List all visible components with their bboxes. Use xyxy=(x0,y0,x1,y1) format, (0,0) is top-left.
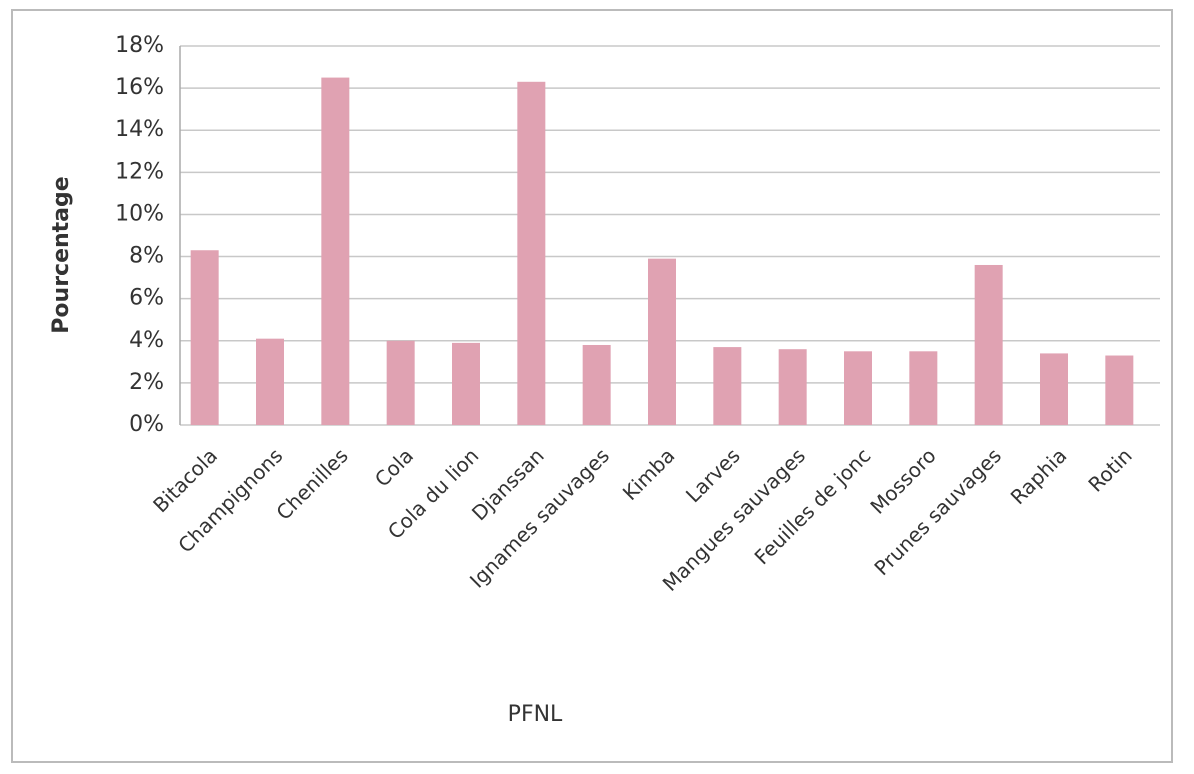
bar xyxy=(452,342,480,425)
y-tick-label: 2% xyxy=(129,370,164,395)
x-tick-label: Kimba xyxy=(618,443,680,505)
bar xyxy=(909,351,938,425)
y-tick-label: 18% xyxy=(115,33,164,58)
x-tick-label: Feuilles de jonc xyxy=(750,443,876,569)
y-tick-label: 16% xyxy=(115,75,164,100)
bar xyxy=(517,81,546,426)
y-tick-label: 0% xyxy=(129,412,164,437)
bar xyxy=(256,338,284,425)
x-tick-label: Prunes sauvages xyxy=(869,443,1006,580)
chart-border xyxy=(11,9,1173,763)
x-tick-label: Chenilles xyxy=(271,443,352,524)
y-tick-label: 14% xyxy=(115,117,164,142)
bar xyxy=(974,264,1003,425)
bar xyxy=(778,349,807,425)
y-axis-title: Pourcentage xyxy=(49,176,74,333)
bar xyxy=(648,258,676,425)
x-tick-label: Raphia xyxy=(1006,443,1072,509)
bar xyxy=(321,77,350,425)
x-tick-label: Rotin xyxy=(1084,443,1137,496)
x-axis-title: PFNL xyxy=(508,702,563,727)
y-tick-label: 8% xyxy=(129,244,164,269)
bar xyxy=(713,347,742,425)
y-tick-label: 6% xyxy=(129,286,164,311)
y-tick-label: 12% xyxy=(115,159,164,184)
x-tick-label: Larves xyxy=(681,443,745,507)
bar xyxy=(1105,355,1134,425)
bar xyxy=(1040,353,1068,425)
y-tick-label: 10% xyxy=(115,201,164,226)
bar xyxy=(190,250,219,425)
bar xyxy=(844,351,872,425)
y-tick-label: 4% xyxy=(129,328,164,353)
bar xyxy=(386,340,415,425)
x-tick-label: Cola xyxy=(370,443,418,491)
bar xyxy=(582,344,611,425)
